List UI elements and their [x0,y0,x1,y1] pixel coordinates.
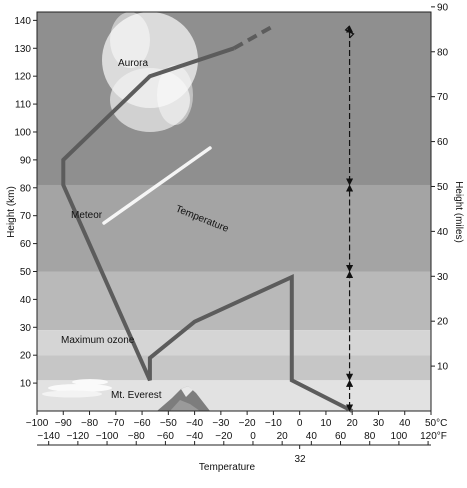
fahrenheit-tick-label: 0 [250,431,256,442]
celsius-axis-ticks: −100 −90 −80 −70 −60 −50 −40 −30 −20 −10 0 10 20 30 40… [26,411,447,429]
meteor-streak [102,146,212,225]
mountain-peak [157,386,210,411]
mile-tick-label: 10 [437,362,449,373]
band-upper-stratosphere [37,271,431,331]
cloud-wisps [42,379,112,398]
fahrenheit-tick-label: 40 [306,431,318,442]
y-axis-title-left: Height (km) [6,186,17,238]
maximum-ozone-label: Maximum ozone [61,335,135,346]
right-axis-ticks: 10 20 30 40 50 60 70 80 90 [431,2,449,373]
fahrenheit-tick-label: 20 [277,431,289,442]
band-lower-stratosphere [37,355,431,381]
km-tick-label: 110 [15,100,31,111]
layer-boundary-arrows [344,25,355,412]
fahrenheit-tick-label: −80 [128,431,145,442]
celsius-tick-label: 0 [297,418,303,429]
atmospheric-layer-bands [37,12,431,411]
y-axis-title-right: Height (miles) [453,181,464,243]
celsius-tick-label: 40 [399,418,411,429]
celsius-tick-label: −70 [107,418,124,429]
celsius-tick-label: 50°C [425,418,447,429]
fahrenheit-tick-label: 120°F [420,431,447,442]
km-tick-label: 90 [20,155,32,166]
celsius-tick-label: −30 [212,418,229,429]
mile-tick-label: 60 [437,137,449,148]
km-tick-label: 70 [20,211,32,222]
celsius-tick-label: −40 [186,418,203,429]
fahrenheit-tick-label: −60 [157,431,174,442]
mile-tick-label: 80 [437,47,449,58]
km-tick-label: 100 [14,127,31,138]
x-axis-title: Temperature [199,462,256,473]
celsius-tick-label: −100 [26,418,49,429]
celsius-tick-label: 30 [373,418,385,429]
band-thermosphere [37,12,431,185]
aurora-label: Aurora [118,58,148,69]
km-tick-label: 60 [20,239,32,250]
mile-tick-label: 20 [437,317,449,328]
km-tick-label: 140 [14,16,31,27]
fahrenheit-tick-label: −120 [67,431,90,442]
temperature-profile-dashed-extension [233,24,275,51]
meteor-label: Meteor [71,210,103,221]
mile-tick-label: 30 [437,272,449,283]
celsius-tick-label: 10 [320,418,332,429]
fahrenheit-tick-label: −40 [186,431,203,442]
mile-tick-label: 90 [437,2,449,13]
mile-tick-label: 50 [437,182,449,193]
km-tick-label: 50 [20,267,32,278]
km-tick-label: 10 [20,379,32,390]
fahrenheit-tick-label: −100 [96,431,119,442]
fahrenheit-tick-label: 80 [364,431,376,442]
mile-tick-label: 40 [437,227,449,238]
celsius-tick-label: −60 [134,418,151,429]
celsius-tick-label: 20 [347,418,359,429]
temperature-profile-line [61,46,354,413]
celsius-tick-label: −90 [55,418,72,429]
km-tick-label: 20 [20,351,32,362]
km-tick-label: 80 [20,183,32,194]
fahrenheit-axis-ticks: −140 −120 −100 −80 −60 −40 −20 0 20 40 60 80 100 120°… [37,431,447,449]
aurora-glow [102,12,198,132]
fahrenheit-tick-label: 60 [335,431,347,442]
celsius-tick-label: −80 [81,418,98,429]
mt-everest-label: Mt. Everest [111,390,162,401]
km-tick-label: 120 [14,72,31,83]
celsius-tick-label: −20 [239,418,256,429]
axis-break-mark [344,25,355,39]
mile-tick-label: 70 [437,92,449,103]
km-tick-label: 130 [14,44,31,55]
km-tick-label: 30 [20,323,32,334]
km-tick-label: 40 [20,295,32,306]
left-axis-ticks: 10 20 30 40 50 60 70 80 90 100 110 120 130 140 [14,16,37,390]
freezing-point-label: 32 [294,454,306,465]
celsius-tick-label: −50 [160,418,177,429]
celsius-tick-label: −10 [265,418,282,429]
fahrenheit-tick-label: −140 [37,431,60,442]
band-mesosphere [37,184,431,272]
band-ozone-layer [37,330,431,356]
fahrenheit-tick-label: −20 [215,431,232,442]
fahrenheit-tick-label: 100 [391,431,408,442]
